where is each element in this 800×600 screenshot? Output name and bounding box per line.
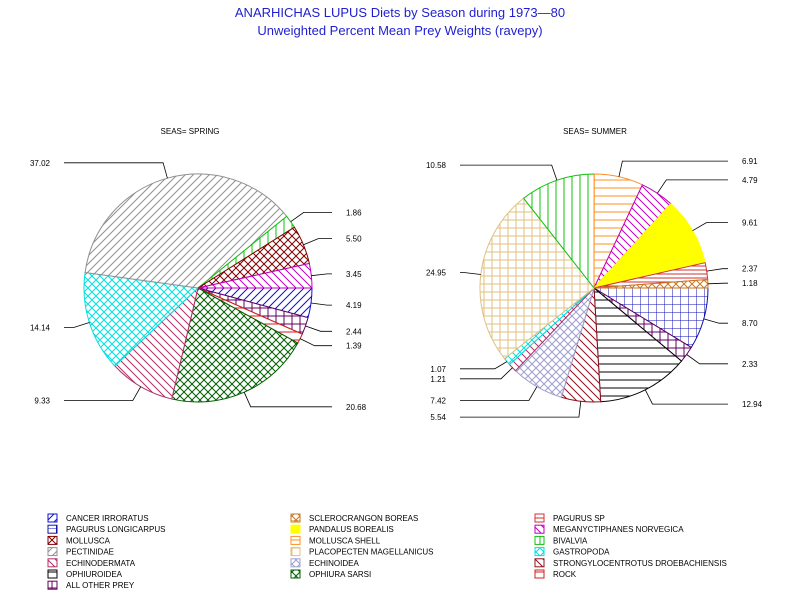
leader-line — [290, 211, 332, 223]
leader-line — [305, 325, 332, 332]
legend-label: PANDALUS BOREALIS — [309, 525, 394, 534]
slice-label: 5.54 — [430, 413, 446, 422]
leader-line — [692, 222, 728, 232]
legend-swatch-pandalus — [290, 524, 301, 534]
legend-swatch-bivalvia — [534, 535, 545, 545]
slice-label: 2.44 — [346, 327, 362, 336]
slice-label: 9.33 — [34, 396, 50, 405]
leader-line — [618, 160, 728, 177]
legend-swatch-other — [47, 580, 58, 590]
legend-label: ECHINODERMATA — [66, 559, 136, 568]
legend-label: STRONGYLOCENTROTUS DROEBACHIENSIS — [553, 559, 727, 568]
legend-label: OPHIUROIDEA — [66, 570, 123, 579]
slice-label: 5.50 — [346, 235, 362, 244]
pie-title: SEAS= SPRING — [161, 127, 220, 136]
slice-label: 1.18 — [742, 279, 758, 288]
leader-line — [460, 367, 513, 380]
leader-line — [703, 318, 728, 324]
legend-swatch-pagsp — [534, 513, 545, 523]
legend-label: MOLLUSCA SHELL — [309, 536, 381, 545]
legend-swatch-ophiu — [47, 569, 58, 579]
slice-label: 24.95 — [426, 269, 447, 278]
legend-label: ECHINOIDEA — [309, 559, 359, 568]
pie-slice-ophsarsi — [171, 287, 299, 403]
slice-label: 20.68 — [346, 403, 367, 412]
legend: CANCER IRRORATUS SCLEROCRANGON BOREAS PAGU… — [47, 513, 727, 590]
leader-line — [644, 389, 728, 405]
legend-swatch-cancer — [47, 513, 58, 523]
legend-label: MOLLUSCA — [66, 536, 111, 545]
legend-label: SCLEROCRANGON BOREAS — [309, 514, 418, 523]
leader-line — [64, 386, 142, 401]
legend-swatch-echino — [47, 558, 58, 568]
legend-swatch-ophsarsi — [290, 569, 301, 579]
leader-line — [460, 401, 582, 418]
legend-swatch-gastro — [534, 547, 545, 557]
legend-label: PAGURUS LONGICARPUS — [66, 525, 165, 534]
leader-line — [460, 164, 558, 181]
leader-line — [64, 322, 90, 328]
legend-label: PAGURUS SP — [553, 514, 605, 523]
legend-swatch-placo — [290, 547, 301, 557]
pie-slice-bivalvia — [522, 173, 595, 290]
slice-label: 4.79 — [742, 176, 758, 185]
leader-line — [460, 272, 481, 275]
legend-label: OPHIURA SARSI — [309, 570, 371, 579]
pie-slice-ophiu — [593, 286, 683, 403]
leader-line — [243, 392, 332, 408]
chart-title: ANARHICHAS LUPUS Diets by Season during … — [234, 5, 566, 20]
leader-line — [686, 354, 728, 365]
leader-line — [64, 162, 168, 179]
legend-swatch-sclero — [290, 513, 301, 523]
slice-label: 37.02 — [30, 159, 51, 168]
legend-swatch-megany — [534, 524, 545, 534]
slice-label: 9.61 — [742, 219, 758, 228]
pie-spring: SEAS= SPRING 4.19 2.44 1.39 20.68 9.33 14.14 37… — [30, 127, 367, 412]
slice-label: 4.19 — [346, 301, 362, 310]
legend-swatch-echinoidea — [290, 558, 301, 568]
leader-line — [707, 282, 728, 285]
pie-slice-placo — [479, 197, 595, 360]
slice-label: 2.37 — [742, 265, 758, 274]
legend-label: PLACOPECTEN MAGELLANICUS — [309, 548, 433, 557]
pie-summer: SEAS= SUMMER 8.70 2.33 12.94 5.54 7.42 1.211.0… — [426, 127, 763, 422]
chart-subtitle: Unweighted Percent Mean Prey Weights (ra… — [257, 23, 543, 38]
legend-label: MEGANYCTIPHANES NORVEGICA — [553, 525, 684, 534]
leader-line — [299, 338, 332, 347]
legend-swatch-mshell — [290, 535, 301, 545]
leader-line — [311, 273, 332, 277]
legend-label: ALL OTHER PREY — [66, 581, 135, 590]
slice-label: 6.91 — [742, 157, 758, 166]
slice-label: 2.33 — [742, 360, 758, 369]
slice-label: 1.07 — [430, 365, 446, 374]
slice-label: 1.39 — [346, 342, 362, 351]
leader-line — [706, 268, 728, 272]
legend-swatch-rock — [534, 569, 545, 579]
legend-label: ROCK — [553, 570, 577, 579]
legend-label: CANCER IRRORATUS — [66, 514, 149, 523]
legend-label: BIVALVIA — [553, 536, 588, 545]
pie-title: SEAS= SUMMER — [563, 127, 627, 136]
legend-swatch-paglong — [47, 524, 58, 534]
legend-swatch-pectin — [47, 547, 58, 557]
legend-label: PECTINIDAE — [66, 548, 114, 557]
slice-label: 12.94 — [742, 400, 763, 409]
slice-label: 7.42 — [430, 397, 446, 406]
slice-label: 1.21 — [430, 375, 446, 384]
legend-swatch-mollusca — [47, 535, 58, 545]
slice-label: 3.45 — [346, 270, 362, 279]
legend-swatch-strongy — [534, 558, 545, 568]
leader-line — [310, 302, 332, 306]
leader-line — [460, 361, 508, 370]
leader-line — [657, 179, 728, 194]
legend-label: GASTROPODA — [553, 548, 610, 557]
leader-line — [303, 238, 332, 246]
slice-label: 1.86 — [346, 208, 362, 217]
slice-label: 14.14 — [30, 323, 51, 332]
slice-label: 8.70 — [742, 319, 758, 328]
slice-label: 10.58 — [426, 161, 447, 170]
leader-line — [460, 386, 538, 401]
